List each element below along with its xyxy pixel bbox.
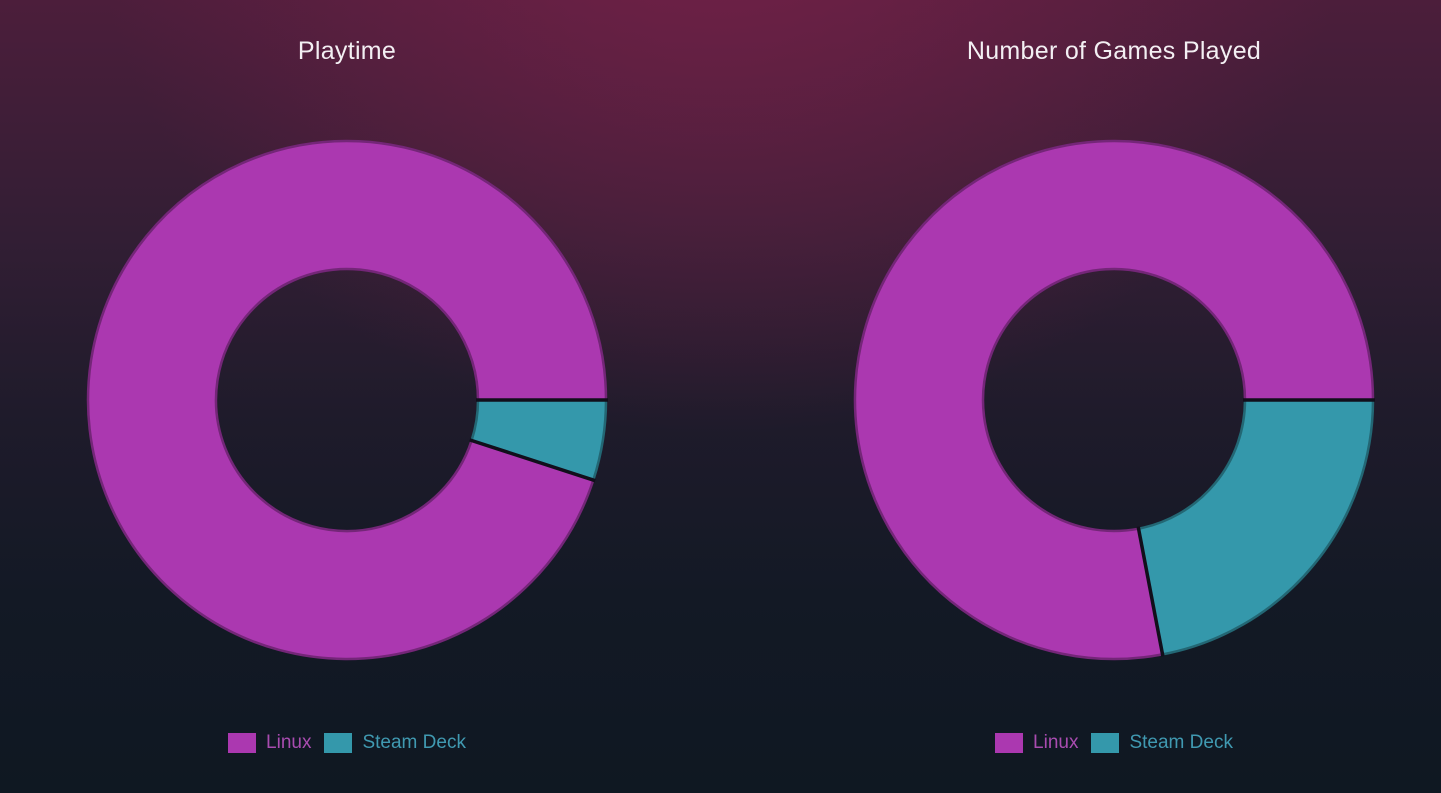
steam-deck-swatch-icon: [1091, 733, 1120, 753]
legend-label-steam-deck: Steam Deck: [1129, 732, 1233, 753]
legend-item-steam-deck: Steam Deck: [1091, 730, 1233, 756]
playtime-chart-title: Playtime: [297, 37, 397, 65]
games-played-chart-title: Number of Games Played: [966, 37, 1262, 65]
slice-divider: [469, 438, 596, 483]
legend-label-linux: Linux: [1033, 732, 1079, 753]
steam-deck-swatch-icon: [324, 733, 353, 753]
linux-swatch-icon: [995, 733, 1024, 753]
legend-label-linux: Linux: [266, 732, 312, 753]
pie-slice-steam-deck: [1137, 398, 1375, 656]
playtime-donut-chart: [86, 139, 608, 661]
linux-swatch-icon: [228, 733, 257, 753]
legend-item-linux: Linux: [995, 730, 1078, 756]
pie-slice-linux: [853, 139, 1375, 661]
playtime-legend: Linux Steam Deck: [87, 730, 607, 756]
legend-item-steam-deck: Steam Deck: [324, 730, 466, 756]
pie-slice-linux: [86, 139, 608, 661]
legend-label-steam-deck: Steam Deck: [362, 732, 466, 753]
legend-item-linux: Linux: [228, 730, 311, 756]
slice-divider: [1136, 526, 1165, 657]
games-played-donut-chart: [853, 139, 1375, 661]
games-played-legend: Linux Steam Deck: [854, 730, 1374, 756]
